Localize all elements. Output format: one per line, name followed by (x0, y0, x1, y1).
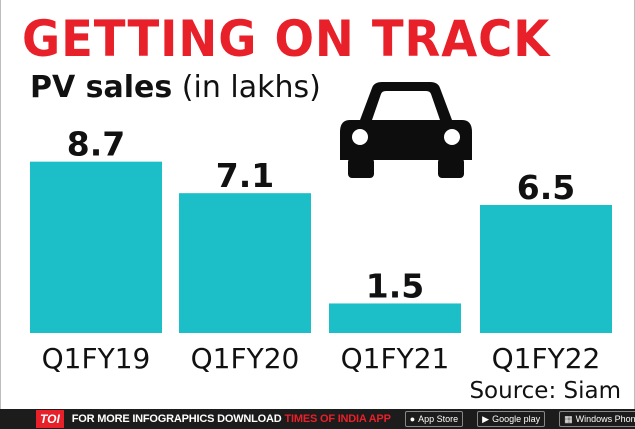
chart-title: GETTING ON TRACK (22, 10, 551, 68)
bar-q1fy21 (329, 303, 461, 333)
category-label-q1fy21: Q1FY21 (341, 342, 450, 375)
car-icon (340, 82, 472, 178)
windows-phone-badge[interactable]: ▦ Windows Phone (559, 411, 635, 427)
chart-subtitle: PV sales (in lakhs) (30, 68, 321, 108)
subtitle-metric: PV sales (30, 70, 173, 105)
category-label-q1fy20: Q1FY20 (191, 342, 300, 375)
footer-app-link[interactable]: TIMES OF INDIA APP (284, 413, 391, 425)
bar-q1fy22 (480, 204, 612, 333)
google-play-icon: ▶ (482, 413, 490, 424)
toi-logo: TOI (36, 410, 64, 428)
data-label-q1fy21: 1.5 (366, 266, 424, 305)
category-label-q1fy19: Q1FY19 (42, 342, 151, 375)
data-label-q1fy19: 8.7 (67, 125, 125, 164)
app-store-badge[interactable]: ● App Store (404, 411, 464, 427)
apple-icon: ● (409, 414, 416, 424)
bar-q1fy19 (30, 161, 162, 333)
category-label-q1fy22: Q1FY22 (492, 342, 601, 375)
bar-chart: 8.7 Q1FY19 7.1 Q1FY20 1.5 Q1FY21 6.5 Q1FY22 (30, 125, 612, 375)
footer-promo-text: FOR MORE INFOGRAPHICS DOWNLOAD (71, 413, 282, 425)
subtitle-unit: (in lakhs) (172, 70, 321, 105)
windows-icon: ▦ (564, 413, 573, 424)
footer-bar: TOI FOR MORE INFOGRAPHICS DOWNLOAD TIMES… (0, 409, 635, 429)
data-label-q1fy22: 6.5 (517, 168, 575, 207)
data-label-q1fy20: 7.1 (216, 156, 274, 195)
bar-q1fy20 (179, 193, 311, 333)
google-play-badge[interactable]: ▶ Google play (477, 411, 546, 427)
source-note: Source: Siam (469, 378, 621, 404)
